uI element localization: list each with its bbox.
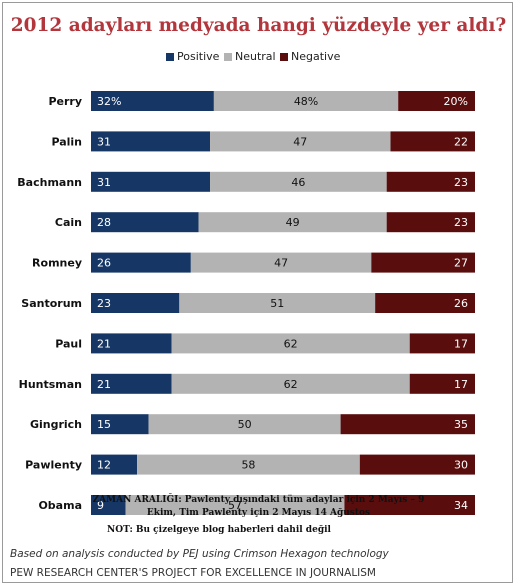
data-label-positive: 21 xyxy=(97,378,111,391)
data-label-neutral: 47 xyxy=(293,135,307,148)
bar-segment-positive xyxy=(91,252,191,273)
bar-segment-negative xyxy=(390,131,475,152)
data-label-negative: 35 xyxy=(454,418,468,431)
bar-segment-positive xyxy=(91,414,149,435)
data-label-negative: 27 xyxy=(454,257,468,270)
bar-segment-negative xyxy=(375,293,475,313)
data-label-positive: 26 xyxy=(97,257,111,270)
bar-segment-neutral xyxy=(171,333,410,354)
data-label-negative: 30 xyxy=(454,459,468,472)
data-label-negative: 22 xyxy=(454,135,468,148)
data-label-negative: 20% xyxy=(444,95,468,108)
data-label-neutral: 62 xyxy=(284,378,298,391)
bar-segment-neutral xyxy=(213,91,399,111)
category-label: Palin xyxy=(51,135,82,148)
bar-segment-positive xyxy=(91,293,180,313)
data-label-negative: 17 xyxy=(454,378,468,391)
bar-segment-neutral xyxy=(210,171,387,192)
data-label-negative: 17 xyxy=(454,337,468,350)
bar-segment-positive xyxy=(91,91,214,111)
legend-label-neutral: Neutral xyxy=(235,50,276,63)
category-label: Santorum xyxy=(21,297,82,310)
data-label-positive: 23 xyxy=(97,297,111,310)
data-label-neutral: 49 xyxy=(286,216,300,229)
category-label: Paul xyxy=(55,337,82,350)
category-label: Huntsman xyxy=(19,378,82,391)
bar-segment-positive xyxy=(91,131,211,152)
bar-segment-neutral xyxy=(171,373,410,394)
bar-segment-positive xyxy=(91,171,211,192)
data-label-positive: 28 xyxy=(97,216,111,229)
data-label-positive: 9 xyxy=(97,499,104,512)
category-label: Gingrich xyxy=(30,418,82,431)
bar-segment-negative xyxy=(386,171,475,192)
data-label-neutral: 46 xyxy=(291,176,305,189)
data-label-neutral: 48% xyxy=(294,95,318,108)
data-label-positive: 31 xyxy=(97,135,111,148)
bar-segment-positive xyxy=(91,333,172,354)
category-label: Pawlenty xyxy=(25,459,82,472)
bar-segment-negative xyxy=(409,373,475,394)
legend-swatch-negative xyxy=(280,52,288,61)
legend-label-negative: Negative xyxy=(291,50,341,63)
data-label-negative: 23 xyxy=(454,216,468,229)
data-label-neutral: 58 xyxy=(241,459,255,472)
bar-segment-neutral xyxy=(179,293,376,313)
bar-segment-negative xyxy=(371,252,475,273)
bar-segment-negative xyxy=(386,212,475,233)
bar-segment-negative xyxy=(359,454,475,475)
data-label-neutral: 62 xyxy=(284,337,298,350)
data-label-neutral: 50 xyxy=(238,418,252,431)
bar-segment-positive xyxy=(91,454,138,475)
blog-exclusion-note: NOT: Bu çizelgeye blog haberleri dahil d… xyxy=(107,525,331,535)
time-range-note-line2: Ekim, Tim Pawlenty için 2 Mayıs 14 Ağust… xyxy=(146,508,371,518)
category-label: Bachmann xyxy=(17,176,82,189)
legend-item-negative: Negative xyxy=(280,50,340,63)
category-label: Perry xyxy=(48,95,82,108)
category-label: Romney xyxy=(32,257,82,270)
legend-item-positive: Positive xyxy=(166,50,219,63)
chart-title: 2012 adayları medyada hangi yüzdeyle yer… xyxy=(10,15,507,36)
data-label-negative: 26 xyxy=(454,297,468,310)
legend: Positive Neutral Negative xyxy=(0,50,517,64)
data-label-neutral: 51 xyxy=(270,297,284,310)
bar-segment-positive xyxy=(91,373,172,394)
category-label: Obama xyxy=(38,499,82,512)
data-label-positive: 21 xyxy=(97,337,111,350)
chart-frame xyxy=(2,2,513,583)
bar-segment-neutral xyxy=(125,495,345,515)
legend-item-neutral: Neutral xyxy=(224,50,276,63)
bar-segment-neutral xyxy=(190,252,372,273)
bar-segment-neutral xyxy=(148,414,341,435)
bar-segment-neutral xyxy=(198,212,387,233)
bar-segment-negative xyxy=(409,333,475,354)
bar-segment-negative xyxy=(398,91,475,111)
bar-segment-positive xyxy=(91,212,199,233)
legend-label-positive: Positive xyxy=(177,50,220,63)
bar-segment-neutral xyxy=(137,454,360,475)
data-label-neutral: 57 xyxy=(228,499,242,512)
time-range-note-line1: ZAMAN ARALIĞI: Pawlenty dışındaki tüm ad… xyxy=(92,495,425,505)
bar-segment-positive xyxy=(91,495,126,515)
legend-swatch-neutral xyxy=(224,52,232,61)
organization-credit: PEW RESEARCH CENTER'S PROJECT FOR EXCELL… xyxy=(10,567,376,579)
source-note: Based on analysis conducted by PEJ using… xyxy=(10,548,389,560)
data-label-positive: 15 xyxy=(97,418,111,431)
data-label-neutral: 47 xyxy=(274,257,288,270)
data-label-positive: 32% xyxy=(97,95,121,108)
category-label: Cain xyxy=(55,216,82,229)
data-label-positive: 12 xyxy=(97,459,111,472)
bar-segment-negative xyxy=(344,495,475,515)
bar-segment-negative xyxy=(340,414,475,435)
bar-segment-neutral xyxy=(210,131,391,152)
data-label-negative: 34 xyxy=(454,499,468,512)
data-label-positive: 31 xyxy=(97,176,111,189)
data-label-negative: 23 xyxy=(454,176,468,189)
legend-swatch-positive xyxy=(166,52,174,61)
